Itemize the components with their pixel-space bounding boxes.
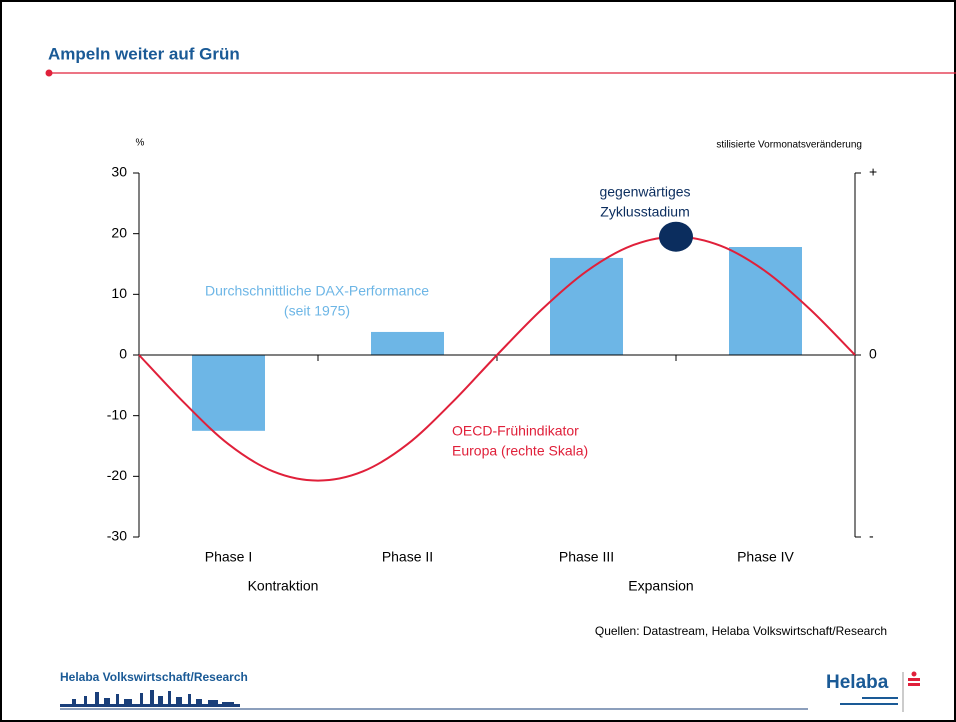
title-dot	[46, 70, 53, 77]
current-stage-marker	[659, 222, 693, 252]
y-axis-label: %	[136, 138, 145, 149]
x-tick-label: Phase I	[205, 549, 252, 565]
current-stage-label: gegenwärtiges	[599, 184, 690, 200]
series-label: (seit 1975)	[284, 303, 350, 319]
series-label: Europa (rechte Skala)	[452, 443, 588, 459]
y-tick-label: 30	[111, 164, 127, 180]
y-tick-label: 10	[111, 285, 127, 301]
y2-axis-label: stilisierte Vormonatsveränderung	[716, 140, 862, 151]
y-tick-label: 20	[111, 224, 127, 240]
y-tick-label: -10	[107, 406, 127, 422]
slide-title: Ampeln weiter auf Grün	[48, 44, 240, 63]
y-tick-label: 0	[119, 346, 127, 362]
y2-tick-label: +	[869, 164, 877, 180]
logo-text: Helaba	[826, 672, 889, 693]
source-note: Quellen: Datastream, Helaba Volkswirtsch…	[595, 624, 887, 638]
current-stage-label: Zyklusstadium	[600, 204, 689, 220]
category-group-label: Expansion	[628, 578, 693, 594]
slide: Ampeln weiter auf Grün Quellen: Datastre…	[0, 0, 956, 722]
series-label: Durchschnittliche DAX-Performance	[205, 283, 429, 299]
y2-tick-label: -	[869, 528, 874, 544]
y-tick-label: -20	[107, 467, 127, 483]
bar	[729, 247, 802, 355]
x-tick-label: Phase IV	[737, 549, 794, 565]
x-tick-label: Phase III	[559, 549, 614, 565]
category-group-label: Kontraktion	[248, 578, 319, 594]
x-tick-label: Phase II	[382, 549, 433, 565]
bar	[192, 355, 265, 431]
footer-department: Helaba Volkswirtschaft/Research	[60, 670, 248, 684]
y2-tick-label: 0	[869, 346, 877, 362]
bar	[371, 332, 444, 355]
y-tick-label: -30	[107, 528, 127, 544]
series-label: OECD-Frühindikator	[452, 423, 579, 439]
